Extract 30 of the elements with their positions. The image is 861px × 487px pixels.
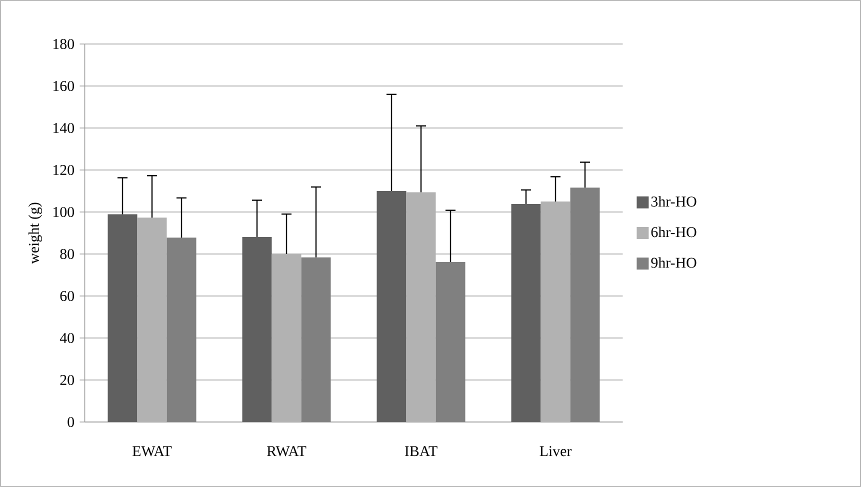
bar — [376, 190, 406, 422]
y-tick-label: 120 — [53, 164, 74, 176]
legend-label: 9hr-HO — [651, 257, 696, 268]
bar — [511, 204, 541, 422]
y-tick-label: 60 — [60, 290, 74, 302]
x-tick-label: Liver — [540, 446, 572, 456]
bar — [301, 257, 331, 422]
bar — [570, 188, 600, 422]
x-tick-label: EWAT — [132, 446, 172, 456]
y-tick-label: 40 — [60, 332, 74, 344]
x-tick-label: RWAT — [267, 446, 306, 456]
bar — [108, 214, 138, 422]
bar — [242, 236, 272, 422]
y-tick-label: 20 — [60, 374, 74, 386]
y-tick-label: 100 — [53, 206, 74, 218]
bar — [272, 254, 302, 422]
legend-label: 6hr-HO — [651, 226, 696, 238]
bar — [540, 201, 570, 422]
y-tick-label: 160 — [53, 80, 74, 92]
y-tick-label: 140 — [53, 122, 74, 134]
bar — [406, 192, 436, 422]
bar — [137, 218, 167, 422]
bar — [166, 238, 196, 422]
y-tick-label: 80 — [60, 248, 74, 260]
y-tick-label: 180 — [53, 38, 74, 50]
bar — [436, 262, 466, 422]
x-tick-label: IBAT — [404, 446, 438, 456]
y-tick-label: 0 — [68, 416, 74, 428]
y-axis-title: weight (g) — [28, 202, 42, 264]
legend-label: 3hr-HO — [651, 196, 696, 207]
